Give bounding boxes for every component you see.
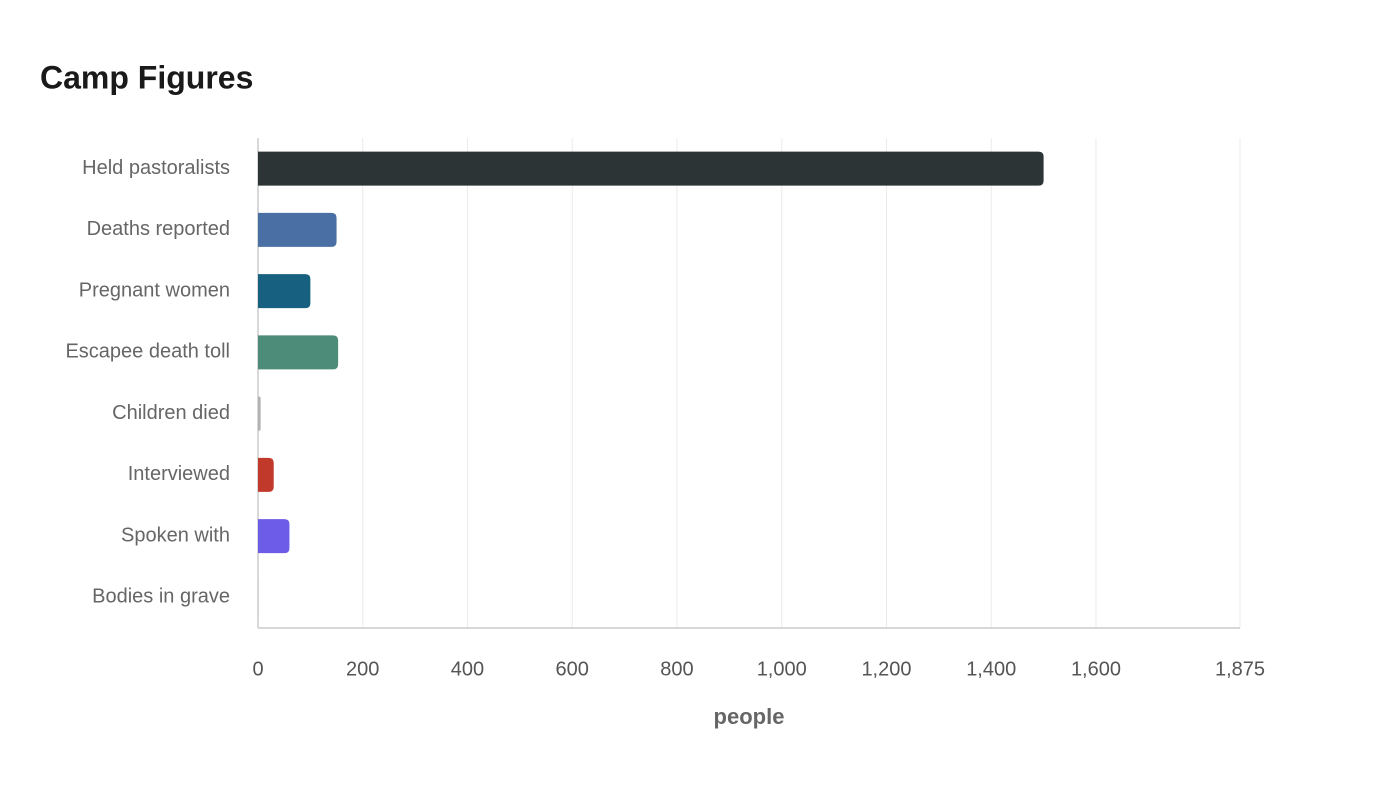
x-tick-label: 600 bbox=[556, 658, 589, 680]
bar bbox=[258, 212, 337, 247]
bar bbox=[258, 519, 290, 554]
y-tick-label: Interviewed bbox=[128, 463, 230, 485]
x-tick-label: 1,400 bbox=[966, 658, 1016, 680]
x-tick-label: 800 bbox=[660, 658, 693, 680]
x-tick-label: 1,600 bbox=[1071, 658, 1121, 680]
x-tick-label: 1,875 bbox=[1215, 658, 1265, 680]
y-tick-label: Bodies in grave bbox=[92, 586, 230, 608]
x-tick-label: 400 bbox=[451, 658, 484, 680]
x-tick-label: 1,000 bbox=[757, 658, 807, 680]
y-tick-label: Held pastoralists bbox=[82, 157, 230, 179]
y-tick-label: Children died bbox=[112, 402, 230, 424]
y-tick-label: Escapee death toll bbox=[65, 341, 230, 363]
chart-title: Camp Figures bbox=[40, 59, 253, 95]
bar bbox=[258, 457, 274, 492]
bar bbox=[258, 580, 260, 615]
bar bbox=[258, 335, 339, 370]
y-tick-label: Deaths reported bbox=[87, 218, 230, 240]
x-axis-label: people bbox=[714, 704, 785, 729]
x-tick-label: 200 bbox=[346, 658, 379, 680]
x-tick-label: 0 bbox=[252, 658, 263, 680]
x-tick-label: 1,200 bbox=[861, 658, 911, 680]
y-tick-label: Spoken with bbox=[121, 524, 230, 546]
bar bbox=[258, 274, 311, 309]
bar bbox=[258, 151, 1044, 186]
bar bbox=[258, 396, 261, 431]
y-tick-label: Pregnant women bbox=[79, 279, 230, 301]
